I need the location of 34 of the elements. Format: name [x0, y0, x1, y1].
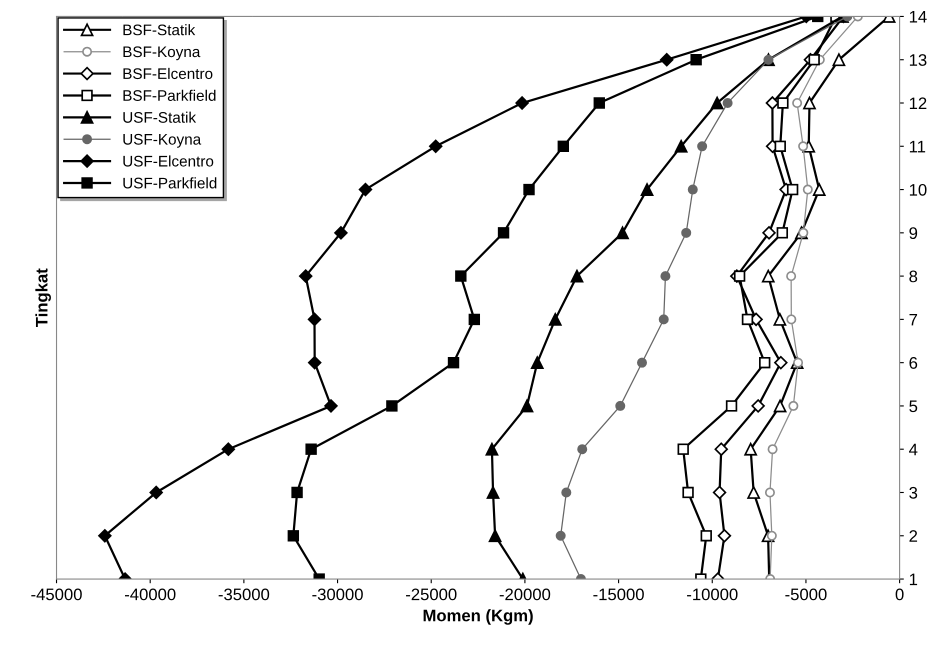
- x-axis-title: Momen (Kgm): [424, 609, 533, 625]
- x-tick-label: -35000: [218, 588, 270, 600]
- x-tick-label: -15000: [593, 588, 644, 600]
- y-tick-label: 7: [909, 314, 918, 326]
- y-tick-label: 5: [909, 400, 918, 412]
- x-tick-label: -40000: [124, 588, 176, 600]
- legend-label: BSF-Parkfield: [123, 90, 216, 101]
- y-tick-label: 1: [910, 574, 918, 586]
- x-tick-label: -25000: [406, 588, 457, 600]
- x-tick-label: 0: [896, 588, 904, 600]
- legend-label: BSF-Statik: [123, 24, 196, 36]
- x-tick-label: -45000: [31, 588, 82, 600]
- legend-label: USF-Koyna: [123, 134, 202, 148]
- legend-label: USF-Statik: [123, 112, 196, 123]
- y-tick-label: 2: [909, 530, 918, 542]
- y-tick-label: 14: [910, 11, 927, 22]
- x-tick-label: -10000: [687, 588, 738, 600]
- legend-label: USF-Parkfield: [123, 177, 216, 188]
- y-tick-label: 12: [910, 97, 926, 110]
- y-tick-label: 8: [909, 270, 918, 282]
- legend-label: BSF-Koyna: [123, 46, 200, 60]
- y-tick-label: 6: [909, 357, 918, 369]
- legend-label: USF-Elcentro: [123, 155, 214, 167]
- x-tick-label: -30000: [312, 588, 363, 600]
- x-tick-label: -5000: [785, 588, 827, 600]
- y-tick-label: 13: [910, 54, 926, 66]
- y-tick-label: 10: [910, 184, 927, 196]
- y-tick-label: 3: [909, 486, 918, 499]
- y-tick-label: 11: [910, 140, 926, 152]
- x-tick-label: -20000: [500, 588, 550, 600]
- y-axis-title: Tingkat: [35, 268, 51, 328]
- y-tick-label: 9: [909, 227, 918, 240]
- legend-label: BSF-Elcentro: [123, 68, 212, 80]
- y-tick-label: 4: [909, 444, 918, 456]
